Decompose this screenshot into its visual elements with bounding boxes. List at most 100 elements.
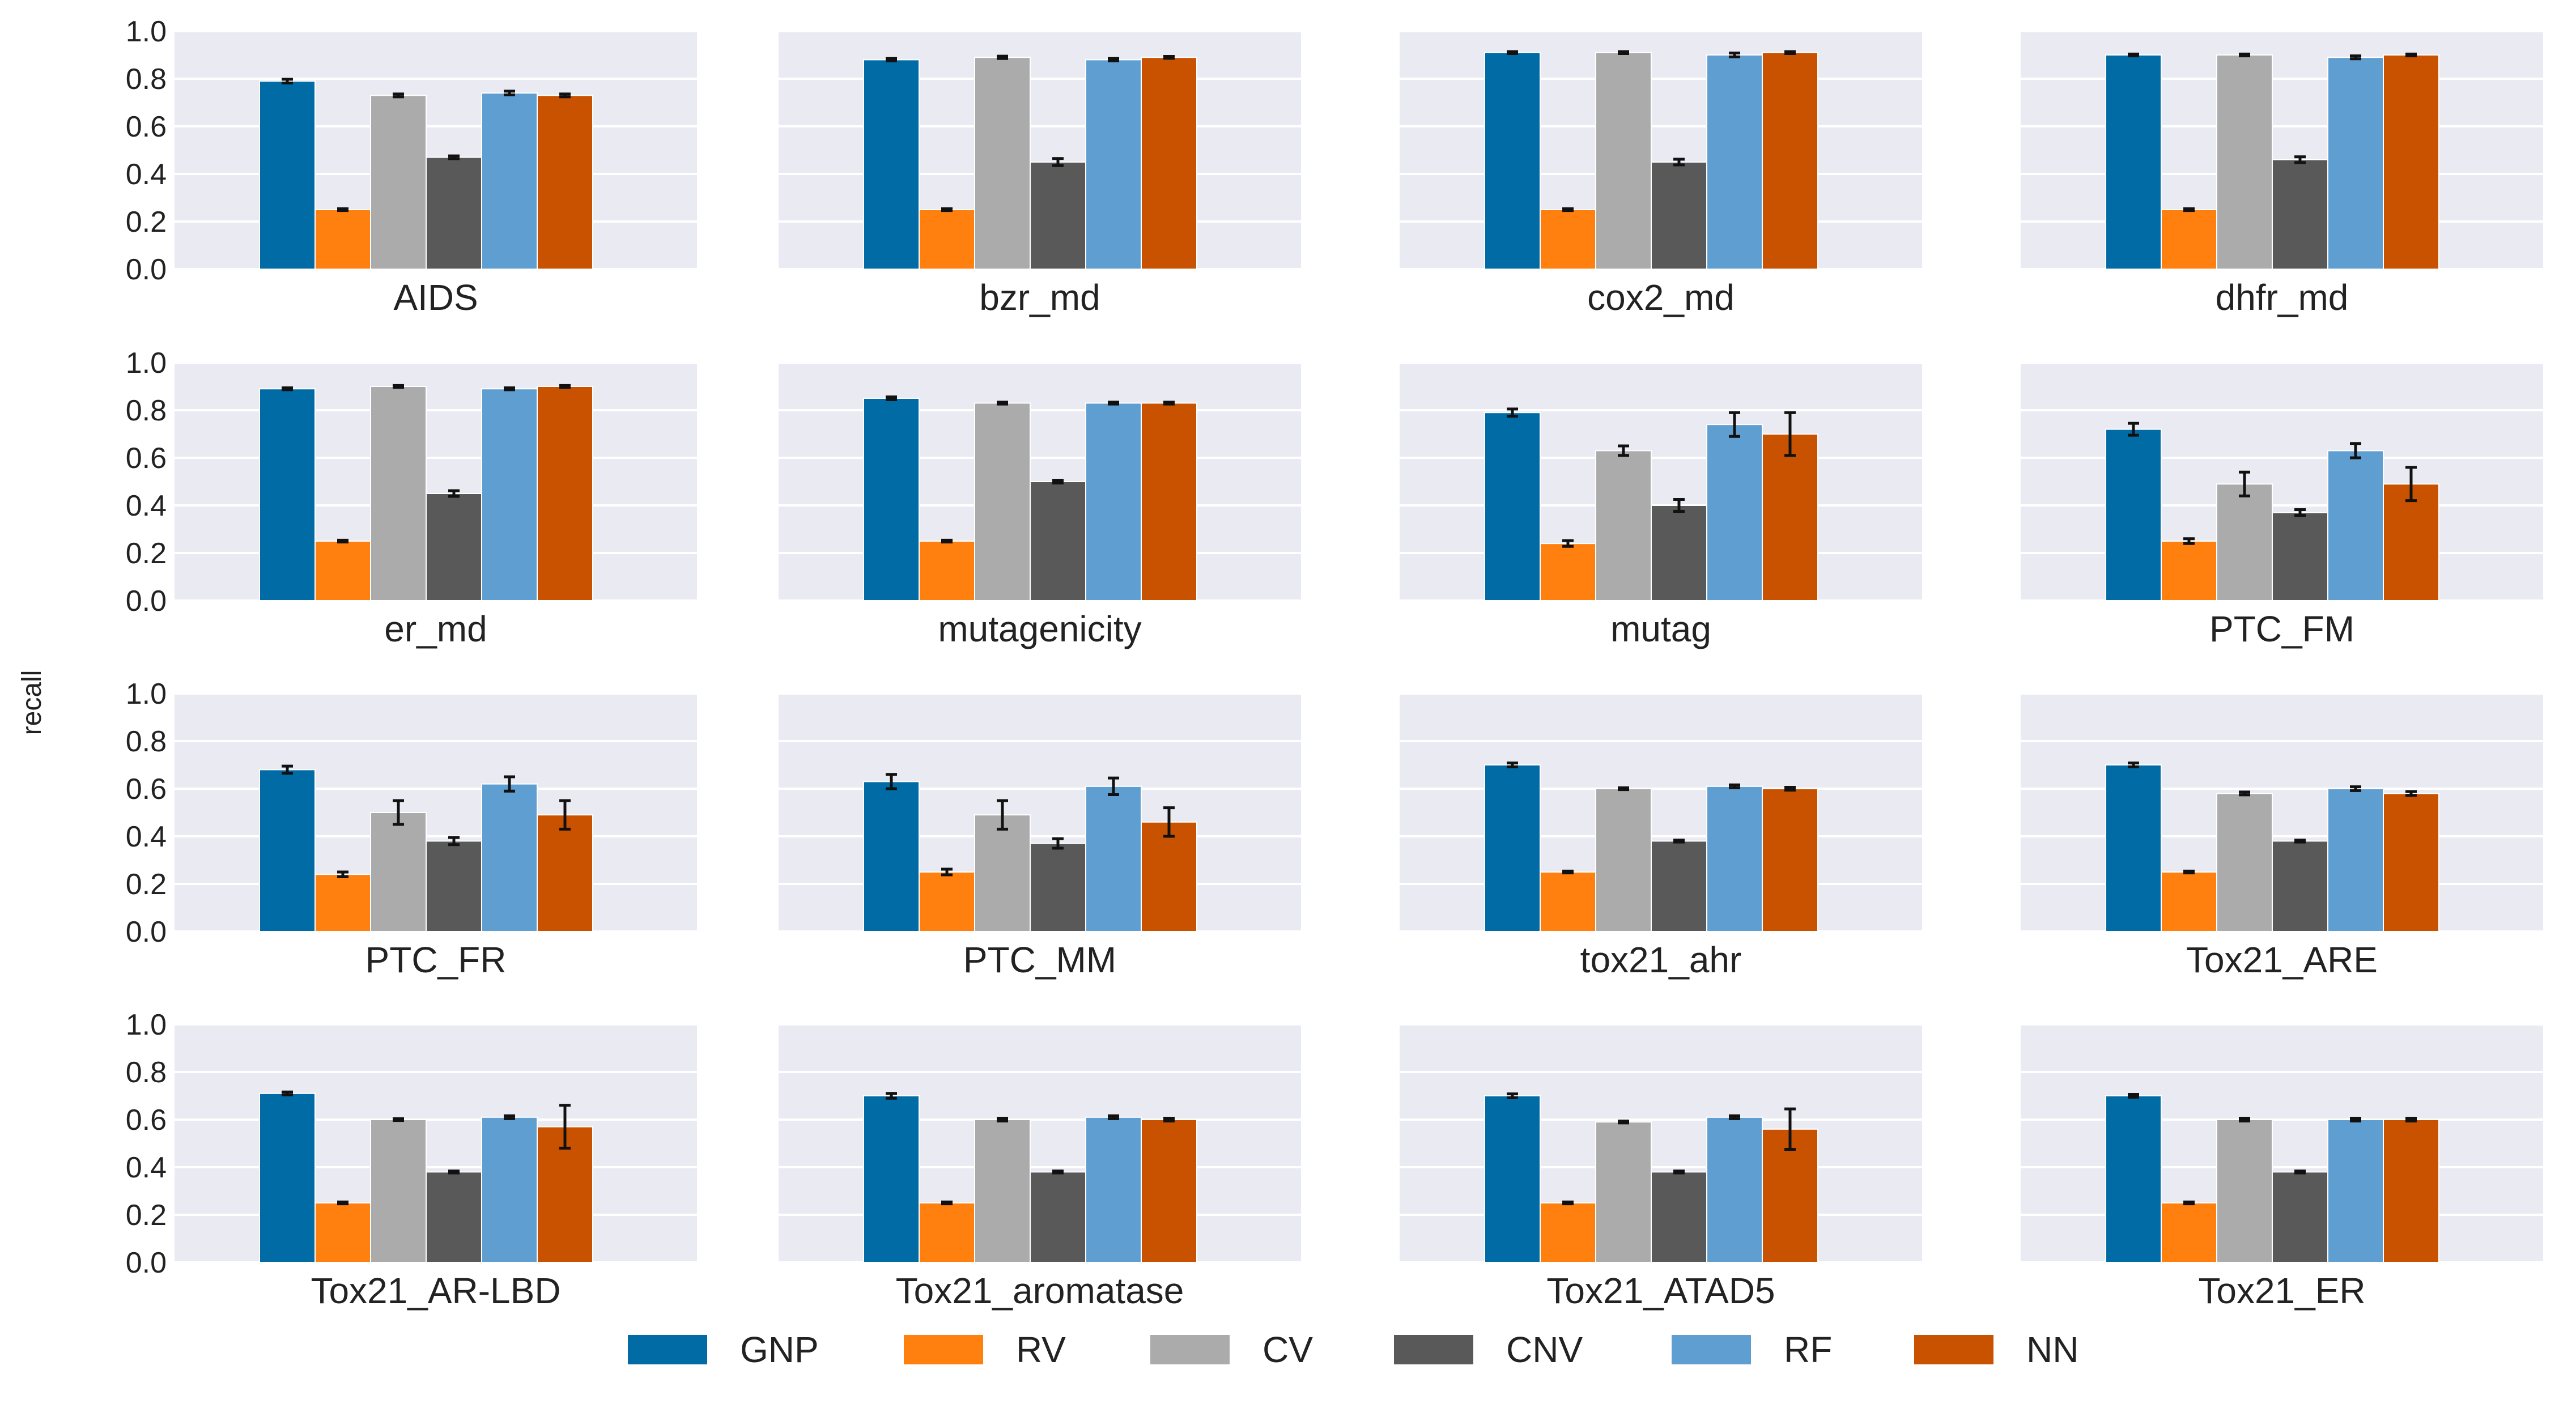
error-bar-cnv (1052, 837, 1064, 850)
bar-cv (370, 386, 427, 601)
bar-cv (370, 812, 427, 932)
error-bar-rv (337, 1200, 348, 1206)
legend-item-rv: RV (904, 1329, 1066, 1370)
error-bar-nn (559, 384, 571, 389)
legend-item-gnp: GNP (628, 1329, 819, 1370)
bar-cv (1595, 450, 1652, 602)
error-bar-rf (1729, 783, 1740, 789)
error-bar-nn (559, 92, 571, 99)
error-bar-cnv (448, 489, 460, 498)
y-tick-label: 0.0 (126, 253, 167, 286)
bar-rv (314, 1202, 371, 1263)
bar-gnp (1484, 1095, 1541, 1263)
y-tick-label: 1.0 (126, 347, 167, 380)
panel-tox21-aromatase: Tox21_aromatase (779, 1023, 1301, 1311)
y-tick-label: 0.2 (126, 868, 167, 901)
bar-cnv (1651, 840, 1707, 933)
error-bar-rv (1562, 207, 1574, 212)
panel-title: PTC_MM (963, 939, 1116, 980)
bar-rv (1540, 209, 1596, 270)
error-bar-rf (2350, 442, 2361, 460)
error-bar-cnv (1052, 478, 1064, 485)
panel-ptc-fr: 0.0 0.2 0.4 0.6 0.8 1.0 PTC_FR (126, 678, 697, 980)
bar-rv (314, 209, 371, 270)
error-bar-nn (1784, 1107, 1796, 1151)
bar-gnp (259, 769, 316, 933)
error-bar-cnv (1673, 158, 1685, 167)
bar-rv (314, 874, 371, 932)
bar-rf (1085, 402, 1142, 602)
bar-rv (919, 871, 975, 932)
error-bar-rf (1108, 776, 1119, 796)
y-tick-label: 0.0 (126, 916, 167, 948)
panel-title: bzr_md (979, 277, 1100, 318)
bar-nn (537, 95, 593, 270)
bar-gnp (2105, 428, 2162, 601)
bar-rf (1706, 424, 1763, 601)
error-bar-cv (2239, 1116, 2250, 1123)
error-bar-gnp (282, 764, 293, 775)
bar-rv (1540, 871, 1596, 932)
legend-item-rf: RF (1672, 1329, 1832, 1370)
legend-swatch (1672, 1335, 1751, 1364)
bar-rf (1706, 54, 1763, 270)
error-bar-gnp (282, 386, 293, 392)
error-bar-cnv (1052, 157, 1064, 167)
error-bar-cv (393, 1117, 404, 1122)
error-bar-cv (2239, 470, 2250, 497)
error-bar-gnp (282, 78, 293, 85)
error-bar-cnv (2294, 508, 2306, 517)
bar-gnp (259, 388, 316, 601)
bar-cnv (1030, 161, 1086, 270)
error-bar-rv (337, 207, 348, 212)
y-tick-label: 1.0 (126, 15, 167, 48)
error-bar-rv (1562, 869, 1574, 875)
error-bar-rf (504, 386, 515, 392)
error-bar-rf (504, 90, 515, 97)
error-bar-cv (393, 799, 404, 826)
error-bar-rv (941, 538, 953, 544)
error-bar-gnp (2128, 52, 2139, 58)
legend-swatch (1914, 1335, 1993, 1364)
panel-ptc-mm: PTC_MM (779, 692, 1301, 980)
error-bar-nn (559, 1104, 571, 1150)
panel-title: mutagenicity (938, 609, 1141, 649)
bar-cv (974, 1119, 1031, 1263)
error-bar-rf (1729, 1114, 1740, 1120)
y-tick-label: 0.0 (126, 585, 167, 618)
y-tick-label: 0.8 (126, 63, 167, 96)
error-bar-nn (1163, 1116, 1175, 1123)
bar-nn (1762, 1128, 1818, 1264)
bar-nn (1141, 57, 1197, 270)
error-bar-rv (2183, 1200, 2195, 1206)
bar-gnp (863, 781, 920, 933)
legend-swatch (904, 1335, 983, 1364)
y-tick-label: 0.0 (126, 1247, 167, 1279)
error-bar-rf (2350, 1116, 2361, 1123)
error-bar-gnp (2128, 1092, 2139, 1099)
legend-item-cnv: CNV (1394, 1329, 1583, 1370)
y-tick-label: 0.2 (126, 206, 167, 239)
bar-nn (1762, 788, 1818, 932)
bar-gnp (1484, 52, 1541, 270)
error-bar-rv (2183, 869, 2195, 875)
legend-label: GNP (740, 1329, 819, 1370)
bar-cv (1595, 52, 1652, 270)
bar-rf (1085, 785, 1142, 933)
bar-rf (481, 783, 538, 932)
bar-rf (481, 388, 538, 601)
error-bar-gnp (1507, 50, 1518, 55)
error-bar-cnv (1673, 498, 1685, 513)
bar-gnp (1484, 764, 1541, 932)
error-bar-rv (941, 867, 953, 877)
y-tick-label: 0.4 (126, 820, 167, 853)
error-bar-rf (1108, 1114, 1119, 1120)
panel-title: Tox21_AR-LBD (311, 1270, 560, 1311)
bar-rf (2327, 57, 2384, 270)
error-bar-cv (1618, 50, 1629, 55)
bar-cnv (2272, 159, 2328, 270)
error-bar-rf (504, 775, 515, 793)
error-bar-rv (2183, 537, 2195, 545)
error-bar-cv (997, 1116, 1008, 1123)
bar-rv (2161, 1202, 2217, 1263)
